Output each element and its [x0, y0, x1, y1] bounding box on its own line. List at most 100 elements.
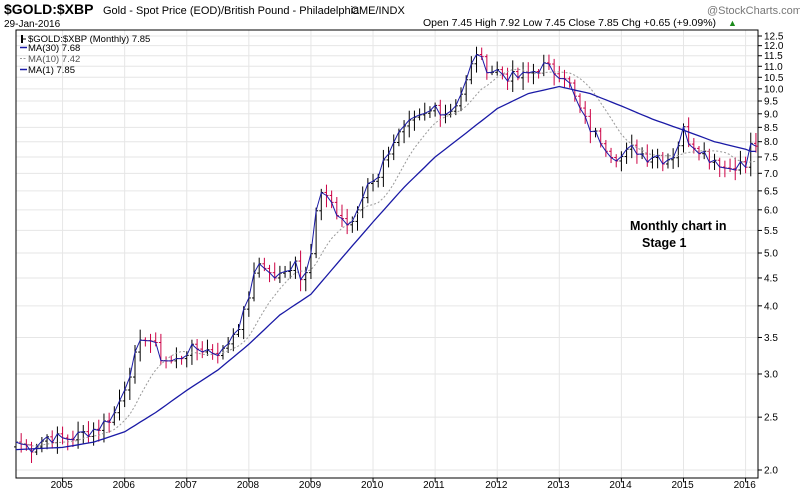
price-bar [81, 425, 86, 445]
x-axis: 2005 2006 2007 2008 2009 2010 2011 2012 2013 2014… [51, 478, 757, 490]
up-arrow-icon: ▲ [728, 18, 737, 28]
price-bar [510, 60, 515, 92]
price-bar [490, 65, 495, 76]
price-bar [422, 102, 427, 121]
price-bar [593, 127, 598, 138]
y-tick-label: 9.5 [764, 96, 778, 107]
y-tick-label: 7.5 [764, 152, 778, 163]
y-tick-label: 3.0 [764, 369, 778, 380]
x-tick-label: 2006 [113, 480, 136, 490]
price-bar [722, 160, 727, 178]
y-tick-label: 12.5 [764, 32, 784, 43]
y-tick-label: 3.5 [764, 333, 778, 344]
chart-date: 29-Jan-2016 [4, 19, 61, 30]
chart-grid [16, 30, 758, 478]
price-bar [200, 341, 205, 359]
price-bar [138, 329, 143, 362]
price-bar [645, 144, 650, 167]
annotation-line1: Monthly chart in [630, 219, 727, 233]
price-bar [381, 149, 386, 187]
price-bar [427, 106, 432, 118]
x-tick-label: 2009 [299, 480, 322, 490]
price-bar [308, 243, 313, 279]
y-tick-label: 7.0 [764, 169, 778, 180]
y-tick-label: 4.5 [764, 273, 778, 284]
price-bar [143, 337, 148, 347]
price-bar [557, 65, 562, 83]
legend-price: $GOLD:$XBP (Monthly) 7.85 [28, 34, 150, 45]
legend-bar-icon [21, 35, 23, 43]
price-bar [402, 120, 407, 144]
y-tick-label: 4.0 [764, 301, 778, 312]
price-bar [733, 157, 738, 181]
y-tick-label: 5.0 [764, 249, 778, 260]
chart-exchange: CME/INDX [351, 5, 405, 17]
y-tick-label: 8.0 [764, 137, 778, 148]
x-tick-label: 2012 [485, 480, 508, 490]
y-tick-label: 8.5 [764, 123, 778, 134]
y-tick-label: 2.5 [764, 413, 778, 424]
price-bar [257, 257, 262, 278]
legend-ma30: MA(30) 7.68 [28, 43, 80, 54]
ma30-line [15, 85, 756, 451]
y-tick-label: 12.0 [764, 41, 784, 52]
stockcharts-credit: @StockCharts.com [707, 5, 800, 17]
price-bar [303, 266, 308, 292]
plot-area-frame [15, 29, 759, 479]
y-tick-label: 2.0 [764, 466, 778, 477]
price-bar [546, 54, 551, 70]
y-tick-label: 11.0 [764, 62, 783, 73]
x-tick-label: 2007 [175, 480, 198, 490]
y-tick-label: 5.5 [764, 226, 778, 237]
ohlc-readout: Open 7.45 High 7.92 Low 7.45 Close 7.85 … [423, 17, 716, 29]
price-bar [748, 132, 753, 177]
legend-ma10: MA(10) 7.42 [28, 54, 80, 65]
price-bar [391, 134, 396, 161]
price-bar [339, 204, 344, 227]
x-tick-label: 2005 [51, 480, 74, 490]
y-tick-label: 11.5 [764, 51, 783, 62]
price-bar [753, 133, 758, 153]
x-tick-label: 2010 [361, 480, 384, 490]
x-tick-label: 2014 [609, 480, 632, 490]
y-tick-label: 6.5 [764, 186, 778, 197]
y-tick-label: 10.0 [764, 84, 784, 95]
price-bar [55, 426, 60, 454]
price-bar [205, 339, 210, 357]
price-bar [70, 430, 75, 448]
ma10-line [15, 68, 756, 447]
x-tick-label: 2008 [237, 480, 260, 490]
price-bar [474, 46, 479, 73]
annotation-line2: Stage 1 [642, 236, 687, 250]
price-bar [246, 291, 251, 317]
legend-ma1: MA(1) 7.85 [28, 65, 75, 76]
price-bar [184, 351, 189, 368]
price-bar [371, 173, 376, 192]
price-bar [86, 421, 91, 443]
price-bar [314, 207, 319, 259]
price-bar [691, 138, 696, 154]
x-tick-label: 2011 [423, 480, 445, 490]
y-tick-label: 10.5 [764, 73, 784, 84]
x-tick-label: 2016 [734, 480, 757, 490]
price-bar [39, 436, 44, 453]
y-tick-label: 6.0 [764, 205, 778, 216]
y-axis: 2.0 2.5 3.0 3.5 4.0 4.5 5.0 5.5 6.0 6.5 7.0 7.5 8.0 8… [758, 32, 784, 477]
price-bar [14, 436, 18, 459]
price-bar [164, 356, 169, 369]
price-bar [728, 158, 733, 172]
legend: $GOLD:$XBP (Monthly) 7.85 MA(30) 7.68 MA… [20, 34, 150, 76]
price-bar [624, 142, 629, 164]
x-tick-label: 2013 [547, 480, 570, 490]
chart-symbol: $GOLD:$XBP [4, 1, 93, 17]
price-bar [407, 110, 412, 138]
y-tick-label: 9.0 [764, 109, 778, 120]
ma1-close-line [15, 53, 757, 453]
x-tick-label: 2015 [671, 480, 694, 490]
price-bars [14, 46, 758, 463]
price-bar [495, 61, 500, 76]
price-bar [148, 333, 153, 353]
chart-description: Gold - Spot Price (EOD)/British Pound - … [103, 5, 360, 17]
price-bar [127, 367, 132, 400]
